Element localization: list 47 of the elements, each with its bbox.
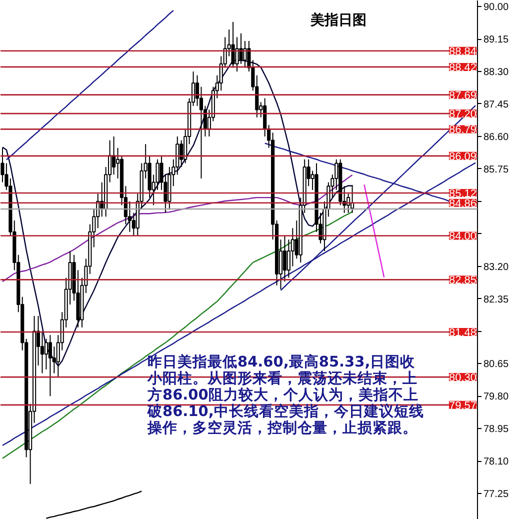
- ref-line-label: 88.42: [448, 62, 477, 74]
- y-tick-label: 85.75: [484, 164, 509, 176]
- ref-line-label: 88.84: [448, 46, 477, 58]
- annotation: 方86.00阻力较大，个人认为，美指不上: [146, 386, 418, 404]
- candlestick: [243, 40, 247, 68]
- y-tick-label: 87.45: [484, 99, 509, 110]
- candlestick: [44, 338, 48, 370]
- ref-line-label: 81.48: [448, 326, 477, 339]
- y-tick-label: 79.80: [484, 392, 509, 403]
- ref-line-label: 80.30: [448, 372, 477, 384]
- ref-line-label: 87.20: [448, 108, 477, 121]
- y-tick-label: 83.20: [484, 262, 509, 273]
- candlestick: [239, 32, 243, 64]
- candlestick: [290, 228, 294, 267]
- candlestick: [128, 200, 132, 232]
- candlestick: [231, 21, 235, 68]
- y-tick-label: 88.30: [484, 67, 509, 78]
- line-series: [46, 490, 142, 519]
- ref-line-label: 79.57: [448, 400, 477, 412]
- y-tick-label: 86.60: [484, 132, 509, 143]
- y-tick-label: 80.65: [484, 359, 509, 370]
- y-tick-label: 78.10: [484, 456, 509, 468]
- annotation: 昨日美指最低84.60,最高85.33,日图收: [148, 352, 416, 370]
- annotation: 破86.10,中长线看空美指，今日建议短线: [146, 402, 424, 420]
- candlestick: [235, 36, 239, 72]
- candlestick: [282, 235, 287, 282]
- y-tick-label: 90.00: [484, 2, 509, 14]
- annotation: 操作，多空灵活，控制仓量，止损紧跟。: [146, 418, 418, 436]
- y-tick-label: 78.95: [484, 424, 509, 436]
- y-tick-label: 77.25: [484, 489, 509, 500]
- ref-line-label: 87.69: [448, 90, 477, 102]
- candlestick: [180, 140, 184, 168]
- ref-line-label: 85.12: [448, 188, 477, 200]
- candlestick: [263, 98, 267, 137]
- ref-line-label: 86.79: [448, 124, 477, 136]
- ref-line-label: 84.86: [448, 198, 477, 210]
- ref-line-label: 86.09: [448, 150, 477, 163]
- line-series: [6, 10, 174, 160]
- candlestick: [112, 136, 116, 176]
- candlestick: [52, 346, 56, 374]
- y-tick-label: 82.35: [484, 294, 509, 306]
- line-series: [364, 184, 385, 278]
- y-tick-label: 89.15: [484, 34, 509, 46]
- candlestick: [48, 334, 52, 397]
- ref-line-label: 84.00: [448, 230, 477, 243]
- line-series: [2, 174, 353, 282]
- text: 美指日图: [310, 12, 366, 28]
